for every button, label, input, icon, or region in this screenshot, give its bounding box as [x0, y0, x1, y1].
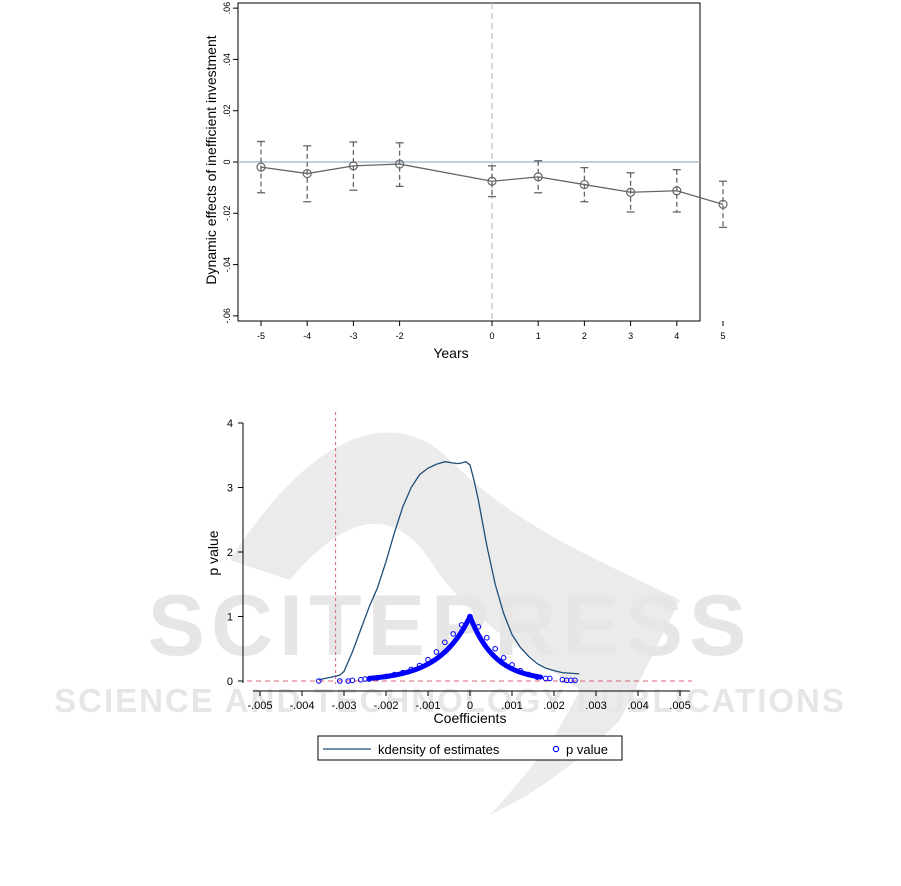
chart2-y-tick-label: 4 [227, 418, 233, 430]
chart2-y-axis-label: p value [205, 530, 221, 575]
chart2-y-tick-label: 3 [227, 483, 233, 495]
chart1-y-axis-label: Dynamic effects of inefficient investmen… [203, 35, 219, 284]
chart2-y-tick-label: 0 [227, 676, 233, 688]
chart2-pvalue-point [484, 634, 490, 641]
chart2-pvalue-band [366, 614, 544, 681]
chart2-x-tick-label: .004 [627, 700, 648, 712]
watermark-big-text: SCITEPRESS [148, 578, 753, 674]
chart1-y-tick-label: -.06 [222, 308, 232, 324]
chart1-x-tick-label: 4 [674, 331, 679, 341]
chart1-x-tick-label: 2 [582, 331, 587, 341]
chart1-point [533, 172, 543, 182]
watermark: SCITEPRESS SCIENCE AND TECHNOLOGY PUBLIC… [54, 432, 846, 815]
chart2-pvalue-point [572, 677, 578, 684]
chart2-pvalue-point [450, 631, 457, 637]
chart2-pvalue-point [316, 678, 322, 684]
chart1-point [672, 186, 682, 196]
chart2-pvalue-point [500, 654, 507, 661]
chart1-series [256, 140, 728, 229]
chart2-y-axis: 0 1 2 3 4 [227, 418, 243, 688]
chart2-y-tick-label: 2 [227, 547, 233, 559]
event-study-chart: -.06 -.04 -.02 0 .02 .04 .06 -5 -4 -3 -2 0 1 2 3 4 5 Ye… [203, 2, 728, 361]
chart1-x-tick-label: 0 [489, 331, 494, 341]
chart1-point [348, 161, 358, 171]
chart1-x-tick-label: -4 [303, 331, 311, 341]
chart2-x-tick-label: .002 [543, 700, 564, 712]
chart1-reference-lines [238, 3, 700, 321]
chart2-pvalue-point [547, 675, 553, 682]
chart1-y-tick-label: .02 [222, 104, 232, 117]
chart1-x-tick-label: -2 [396, 331, 404, 341]
chart2-x-tick-label: .003 [585, 700, 606, 712]
chart1-estimate-line [260, 163, 724, 205]
chart2-x-tick-label: -.003 [331, 700, 356, 712]
chart1-x-axis: -5 -4 -3 -2 0 1 2 3 4 5 [257, 321, 726, 341]
chart1-x-tick-label: 1 [536, 331, 541, 341]
chart1-y-tick-label: -.02 [222, 206, 232, 222]
chart2-series [316, 460, 580, 684]
chart1-y-tick-label: .06 [222, 2, 232, 15]
chart1-y-tick-label: .04 [222, 53, 232, 66]
chart2-legend: kdensity of estimates p value [317, 735, 623, 761]
chart1-y-tick-label: -.04 [222, 257, 232, 273]
chart2-kdensity-line [318, 460, 580, 681]
chart1-point [256, 162, 266, 172]
chart1-point [487, 176, 497, 186]
chart1-x-tick-label: 3 [628, 331, 633, 341]
chart2-pvalue-point [442, 639, 448, 646]
chart1-point [718, 199, 728, 209]
chart2-pvalue-point [433, 649, 440, 655]
chart1-x-tick-label: -3 [349, 331, 357, 341]
chart2-x-tick-label: -.004 [289, 700, 314, 712]
chart2-x-tick-label: 0 [467, 700, 473, 712]
chart1-y-tick-label: 0 [222, 159, 232, 164]
chart1-point [625, 187, 636, 197]
kdensity-chart: 0 1 2 3 4 -.005 -.004 -.003 -.002 -.001 0 .001 .002… [205, 412, 692, 761]
watermark-swoosh-shape [230, 432, 680, 815]
chart2-x-tick-label: -.002 [373, 700, 398, 712]
watermark-small-text: SCIENCE AND TECHNOLOGY PUBLICATIONS [54, 682, 846, 719]
chart1-point [395, 159, 405, 169]
chart2-pvalue-point [349, 677, 356, 684]
chart2-x-axis-label: Coefficients [434, 710, 507, 726]
legend-pvalue-marker [552, 745, 560, 753]
chart1-y-axis: -.06 -.04 -.02 0 .02 .04 .06 [222, 2, 238, 324]
chart2-x-tick-label: .005 [669, 700, 690, 712]
chart1-x-axis-label: Years [433, 345, 468, 361]
legend-box [317, 735, 623, 761]
chart1-x-tick-label: -5 [257, 331, 265, 341]
chart2-pvalue-point [492, 645, 499, 652]
legend-kdensity-label: kdensity of estimates [378, 742, 500, 757]
chart2-pvalue-point [337, 678, 343, 684]
chart1-point [579, 179, 590, 190]
chart2-x-axis: -.005 -.004 -.003 -.002 -.001 0 .001 .002 .003 .0… [247, 691, 691, 712]
chart2-x-tick-label: .001 [501, 700, 522, 712]
chart2-pvalue-scatter [316, 613, 578, 684]
chart2-y-tick-label: 1 [227, 612, 233, 624]
chart2-x-tick-label: -.001 [415, 700, 440, 712]
chart2-x-tick-label: -.005 [247, 700, 272, 712]
legend-pvalue-label: p value [566, 742, 608, 757]
chart1-point [302, 168, 312, 179]
chart1-x-tick-label: 5 [720, 331, 725, 341]
